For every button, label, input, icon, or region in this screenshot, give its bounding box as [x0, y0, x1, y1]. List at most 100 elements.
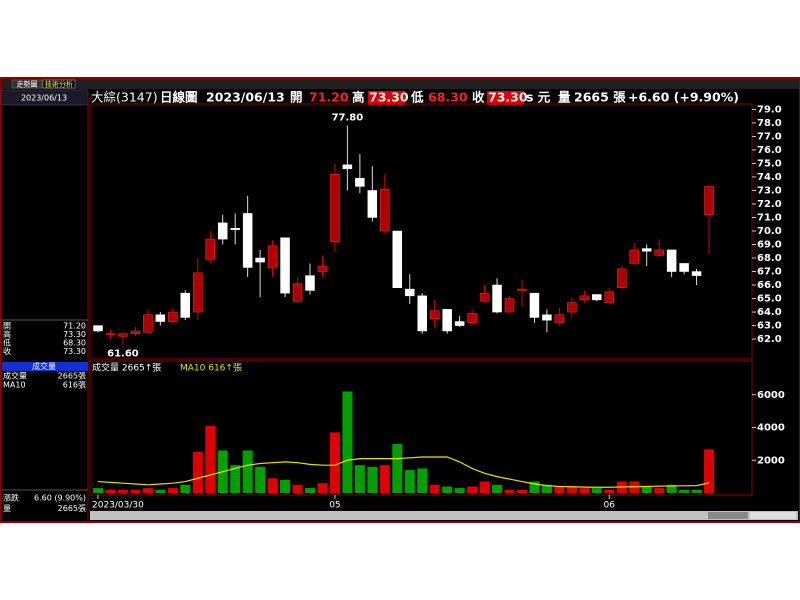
volume-bar — [93, 488, 103, 493]
y-tick-label: 71.0 — [757, 212, 782, 223]
y-tick-label: 72.0 — [757, 199, 782, 210]
candle-body — [604, 291, 615, 303]
volume-bar — [554, 486, 565, 493]
y-tick-label: 64.0 — [757, 307, 782, 318]
volume-bar — [417, 468, 428, 493]
y-tick-label: 77.0 — [757, 131, 782, 142]
price-annotation: 77.80 — [332, 113, 364, 124]
toolbar-icons[interactable] — [750, 512, 796, 519]
candle-body — [280, 237, 290, 294]
candle-body — [554, 314, 565, 324]
value: 2665 張 — [574, 90, 626, 105]
volume-bar — [242, 450, 253, 493]
volume-bar — [679, 489, 690, 493]
x-tick-label: 2023/03/30 — [92, 501, 144, 511]
candle-body — [355, 178, 365, 187]
candle-body — [392, 230, 403, 288]
volume-bar — [342, 391, 353, 493]
volume-bar — [641, 486, 652, 493]
scroll-thumb[interactable] — [708, 512, 748, 519]
y-tick-label: 78.0 — [757, 118, 782, 129]
period: 日線圖 — [160, 90, 198, 105]
label: 高 — [352, 90, 365, 105]
volume-bar — [105, 489, 116, 493]
candle-body — [143, 314, 153, 333]
volume-bar — [467, 486, 478, 493]
tab-active[interactable] — [42, 79, 76, 89]
value: 71.20 — [309, 90, 349, 105]
candle-body — [492, 284, 502, 313]
candle-body — [380, 188, 390, 232]
y-tick-label: 73.0 — [757, 185, 782, 196]
candle-body — [504, 298, 515, 313]
label: 收 — [472, 90, 485, 105]
value: 68.30 — [428, 90, 468, 105]
volume-bar — [205, 425, 216, 493]
side-value: 6.60 (9.90%) — [34, 494, 86, 503]
ma-line — [97, 456, 710, 488]
y-tick-label: 6000 — [757, 390, 785, 401]
y-tick-label: 65.0 — [757, 294, 782, 305]
tab-label[interactable]: 技術分析 — [45, 80, 73, 89]
candle-body — [193, 272, 203, 313]
candle-body — [704, 186, 714, 216]
candle-body — [666, 249, 677, 272]
candle-body — [168, 311, 178, 322]
y-tick-label: 70.0 — [757, 226, 782, 237]
volume-bar — [504, 489, 515, 493]
volume-bar — [192, 452, 203, 493]
side-label: MA10 — [3, 381, 26, 390]
scrollbar[interactable] — [90, 511, 798, 520]
candle-body — [230, 228, 240, 230]
candle-body — [592, 294, 602, 301]
candle-body — [342, 164, 353, 170]
candle-body — [180, 292, 191, 318]
candle-body — [317, 265, 328, 272]
tab-bar — [1, 79, 799, 89]
volume-bar — [429, 484, 440, 493]
volume-bar — [492, 484, 503, 493]
tab[interactable] — [11, 79, 43, 89]
y-tick-label: 62.0 — [757, 334, 782, 345]
candle-body — [205, 238, 215, 260]
date: 2023/06/13 — [206, 90, 285, 105]
y-tick-label: 66.0 — [757, 280, 782, 291]
volume-bar — [704, 449, 715, 493]
y-tick-label: 76.0 — [757, 145, 782, 156]
side-value: 616張 — [63, 381, 86, 390]
y-tick-label: 68.0 — [757, 253, 782, 264]
side-value: 68.30 — [63, 339, 86, 348]
tab-label[interactable]: 走勢圖 — [17, 80, 38, 89]
candle-body — [517, 288, 527, 291]
value-box — [487, 91, 524, 105]
volume-bar — [280, 479, 291, 493]
label: 低 — [410, 90, 424, 105]
candle-body — [629, 249, 639, 264]
volume-bar — [541, 484, 552, 493]
candle-body — [105, 333, 116, 335]
y-tick-label: 69.0 — [757, 240, 782, 251]
candle-body — [405, 288, 415, 297]
y-tick-label: 63.0 — [757, 321, 782, 332]
side-label: 高 — [3, 329, 11, 339]
side-label: 漲跌 — [3, 493, 19, 503]
candle-body — [567, 302, 577, 313]
volume-bar — [392, 443, 403, 493]
volume-bar — [317, 483, 328, 493]
volume-bar — [604, 489, 615, 493]
header: 大綜(3147) 日線圖 2023/06/13 開 71.20 高 73.30 … — [91, 90, 739, 105]
side-value: 73.30 — [63, 347, 86, 356]
volume-bar — [142, 488, 153, 493]
x-tick-label: 06 — [604, 501, 616, 511]
volume-bar — [267, 478, 278, 493]
volume-bar — [666, 484, 677, 493]
candle-body — [217, 222, 228, 240]
candle-body — [155, 314, 166, 322]
candle-body — [93, 325, 103, 332]
volume-bar — [566, 486, 577, 493]
x-tick-label: 05 — [329, 501, 340, 511]
candle-body — [579, 295, 590, 301]
volume-bar — [329, 432, 340, 493]
side-value: 2665張 — [58, 372, 86, 381]
